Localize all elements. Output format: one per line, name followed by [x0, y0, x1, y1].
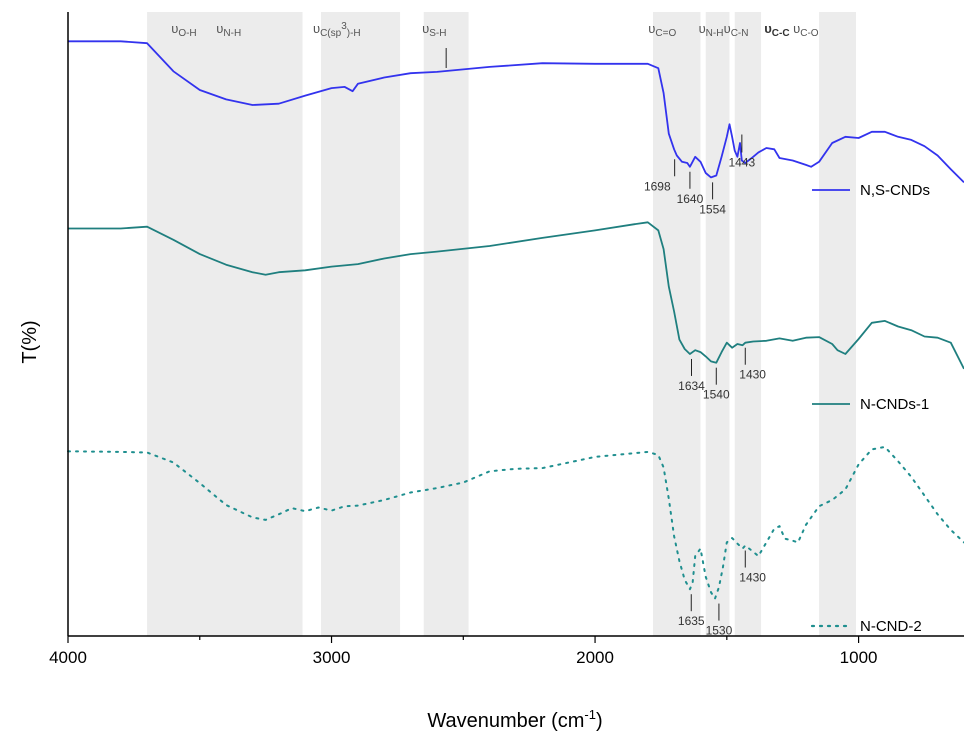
peak-label-0: 1698: [644, 179, 671, 193]
band-label-6: υC-N: [724, 21, 749, 39]
band-label-2: υC(sp3)-H: [313, 21, 361, 39]
band-label-3: υS-H: [422, 21, 446, 39]
peak-label-6: 1430: [739, 368, 766, 382]
x-axis-title-close: ): [596, 710, 603, 732]
band-label-4: υC=O: [648, 21, 676, 39]
x-tick-label-3: 1000: [840, 648, 878, 667]
legend-label-2: N-CND-2: [860, 618, 922, 635]
peak-label-7: 1635: [678, 614, 705, 628]
band-6: [819, 12, 856, 636]
peak-label-5: 1540: [703, 388, 730, 402]
peak-label-8: 1530: [706, 624, 733, 638]
peak-label-1: 1640: [677, 192, 704, 206]
band-label-0: υO-H: [171, 21, 196, 39]
legend: N,S-CNDs N-CNDs-1 N-CND-2: [810, 182, 930, 635]
axes: 4000 3000 2000 1000: [49, 12, 964, 667]
y-axis-title: T(%): [19, 320, 41, 363]
x-tick-label-2: 2000: [576, 648, 614, 667]
x-axis-title-sup: -1: [584, 707, 596, 722]
legend-label-0: N,S-CNDs: [860, 182, 930, 199]
series-line-1: [68, 221, 964, 370]
series-line-0: [68, 40, 964, 184]
series-line-2: [67, 445, 964, 600]
band-1: [320, 12, 401, 636]
band-label-5: υN-H: [699, 21, 724, 39]
series-lines: [67, 40, 964, 600]
band-labels: υO-H υN-H υC(sp3)-H υS-H υC=O υN-H υC-N υC-C υC-…: [171, 21, 819, 39]
peak-label-4: 1634: [678, 379, 705, 393]
band-4: [705, 12, 730, 636]
x-tick-label-1: 3000: [313, 648, 351, 667]
x-axis-title: Wavenumber (cm-1): [427, 707, 602, 732]
peak-label-2: 1554: [699, 202, 726, 216]
band-5: [734, 12, 762, 636]
peak-label-9: 1430: [739, 571, 766, 585]
x-tick-label-0: 4000: [49, 648, 87, 667]
legend-label-1: N-CNDs-1: [860, 396, 929, 413]
band-label-8: υC-O: [793, 21, 819, 39]
band-2: [423, 12, 469, 636]
absorption-bands: [147, 12, 856, 636]
peak-label-3: 1443: [728, 156, 755, 170]
x-axis-title-main: Wavenumber (cm: [427, 710, 584, 732]
band-0: [147, 12, 303, 636]
band-label-7: υC-C: [764, 21, 789, 39]
band-label-1: υN-H: [216, 21, 241, 39]
